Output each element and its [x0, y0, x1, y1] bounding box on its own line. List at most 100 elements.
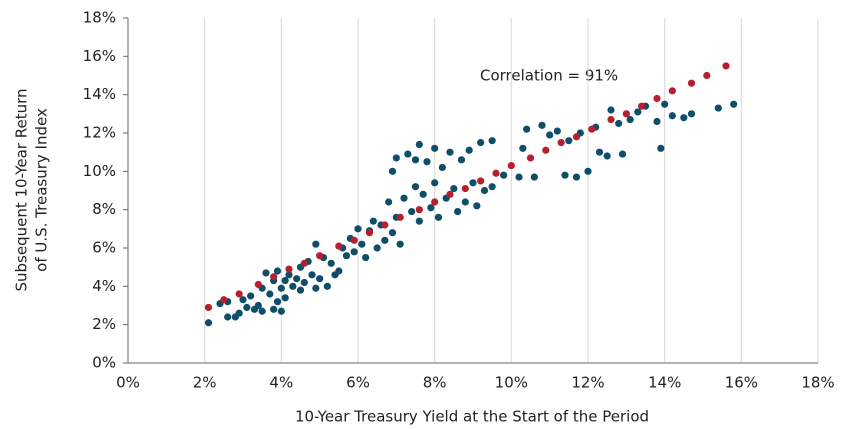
- y-tick-label: 6%: [92, 239, 116, 257]
- y-axis-label: Subsequent 10-Year Return: [13, 88, 31, 291]
- point: [296, 286, 305, 294]
- point: [431, 179, 439, 187]
- point: [454, 207, 462, 216]
- point: [427, 204, 435, 212]
- point: [446, 190, 454, 198]
- point: [312, 284, 320, 292]
- point: [350, 236, 358, 244]
- y-tick-label: 12%: [83, 124, 116, 142]
- point: [607, 115, 615, 124]
- point: [419, 190, 427, 198]
- point: [204, 303, 213, 312]
- point: [653, 117, 661, 126]
- point: [561, 171, 569, 179]
- y-tick-label: 14%: [83, 85, 116, 103]
- point: [477, 177, 485, 185]
- point: [703, 71, 711, 80]
- point: [285, 271, 293, 279]
- point: [362, 253, 370, 262]
- x-tick-label: 16%: [725, 374, 758, 392]
- point: [247, 292, 255, 300]
- point: [553, 127, 561, 135]
- point: [308, 271, 316, 279]
- point: [365, 229, 374, 237]
- point: [461, 198, 469, 206]
- point: [312, 240, 320, 248]
- point: [565, 137, 573, 145]
- point: [204, 319, 213, 327]
- y-tick-label: 16%: [83, 47, 116, 65]
- y-tick-label: 18%: [83, 9, 116, 27]
- point: [239, 296, 247, 304]
- point: [281, 294, 289, 302]
- point: [415, 217, 423, 225]
- point: [446, 148, 454, 156]
- point: [638, 102, 646, 110]
- y-tick-label: 2%: [92, 315, 116, 333]
- point: [469, 179, 477, 187]
- point: [523, 125, 531, 133]
- point: [396, 240, 404, 248]
- annotation: Correlation = 91%: [480, 67, 618, 85]
- x-tick-label: 6%: [346, 374, 370, 392]
- point: [607, 106, 615, 114]
- point: [542, 146, 550, 154]
- point: [546, 131, 554, 139]
- point: [235, 290, 243, 298]
- point: [668, 87, 676, 95]
- point: [461, 184, 469, 193]
- point: [500, 171, 508, 179]
- point: [254, 301, 262, 310]
- point: [220, 296, 228, 304]
- point: [492, 169, 500, 177]
- point: [396, 213, 404, 221]
- point: [300, 278, 308, 287]
- point: [668, 112, 676, 120]
- y-tick-label: 4%: [92, 277, 116, 295]
- point: [235, 309, 243, 317]
- x-tick-label: 14%: [648, 374, 681, 392]
- point: [507, 161, 515, 170]
- point: [588, 125, 596, 133]
- point: [342, 252, 351, 260]
- point: [450, 184, 458, 193]
- point: [680, 114, 688, 122]
- point: [266, 290, 274, 298]
- point: [730, 100, 738, 108]
- point: [277, 284, 285, 292]
- point: [369, 217, 377, 225]
- point: [519, 144, 527, 152]
- point: [415, 140, 423, 149]
- point: [584, 167, 592, 175]
- point: [289, 282, 297, 290]
- point: [273, 298, 282, 306]
- point: [538, 121, 546, 129]
- point: [434, 213, 443, 221]
- point: [530, 173, 538, 181]
- point: [488, 137, 496, 145]
- point: [388, 229, 397, 237]
- point: [480, 186, 489, 195]
- point: [465, 146, 473, 154]
- point: [281, 276, 289, 285]
- point: [526, 154, 535, 162]
- point: [273, 267, 282, 275]
- point: [354, 225, 362, 233]
- x-tick-label: 4%: [269, 374, 293, 392]
- point: [388, 167, 397, 175]
- point: [316, 252, 324, 260]
- point: [572, 173, 581, 181]
- point: [358, 240, 366, 248]
- point: [385, 198, 393, 206]
- point: [373, 244, 381, 252]
- point: [381, 221, 389, 229]
- point: [515, 173, 523, 181]
- point: [572, 133, 581, 141]
- point: [615, 119, 623, 128]
- point: [557, 138, 565, 147]
- point: [634, 108, 642, 116]
- point: [300, 259, 308, 267]
- point: [277, 307, 285, 315]
- point: [714, 104, 722, 112]
